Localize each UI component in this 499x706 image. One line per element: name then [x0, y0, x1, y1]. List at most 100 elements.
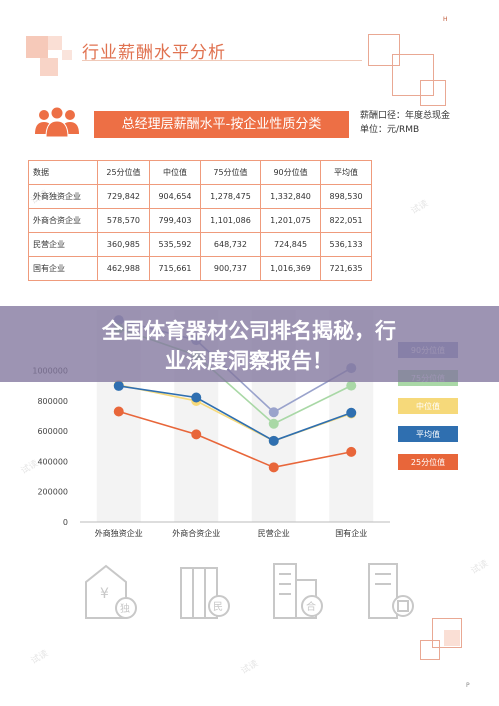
series-line: [118, 410, 352, 469]
decor-square: [26, 36, 48, 58]
watermark: 试读: [239, 658, 261, 677]
title-divider: [82, 60, 362, 61]
legend-swatch: [398, 426, 458, 442]
decor-square-outline: [432, 618, 462, 648]
decor-square-outline: [420, 80, 446, 106]
decor-square: [444, 630, 460, 646]
corner-mark-top: H: [443, 16, 448, 23]
private-building-icon: 合: [273, 563, 323, 619]
joint-venture-building-icon: 民: [180, 567, 230, 619]
x-tick-label: 外商独资企业: [95, 528, 143, 538]
table-cell-label: 外商合资企业: [28, 208, 98, 233]
table-header-row: 数据 25分位值 中位值 75分位值 90分位值 平均值: [28, 160, 372, 185]
table-row: 国有企业 462,988 715,661 900,737 1,016,369 7…: [28, 256, 372, 281]
x-tick-label: 民营企业: [258, 528, 290, 538]
table-header-cell: 75分位值: [199, 160, 262, 185]
table-cell: 1,332,840: [259, 184, 322, 209]
table-cell: 729,842: [96, 184, 151, 209]
decor-square: [62, 50, 72, 60]
corner-mark-bottom: P: [466, 682, 470, 689]
table-cell: 535,592: [149, 232, 201, 257]
table-cell: 578,570: [96, 208, 151, 233]
table-header-cell: 90分位值: [259, 160, 322, 185]
decor-square-outline: [392, 54, 434, 96]
pictogram-badge: 民: [213, 601, 223, 613]
table-header-cell: 平均值: [320, 160, 372, 185]
table-cell: 1,278,475: [199, 184, 262, 209]
table-cell: 724,845: [259, 232, 322, 257]
series-point: [113, 380, 124, 391]
table-row: 外商合资企业 578,570 799,403 1,101,086 1,201,0…: [28, 208, 372, 233]
series-point: [268, 418, 279, 429]
table-cell-label: 国有企业: [28, 256, 98, 281]
chart-banner: 总经理层薪酬水平-按企业性质分类: [94, 111, 349, 138]
section-title: 行业薪酬水平分析: [82, 43, 226, 63]
table-row: 外商独资企业 729,842 904,654 1,278,475 1,332,8…: [28, 184, 372, 209]
table-cell-label: 外商独资企业: [28, 184, 98, 209]
foreign-owned-building-icon: ¥ 独: [85, 564, 137, 619]
table-cell: 648,732: [199, 232, 262, 257]
table-cell-label: 民营企业: [28, 232, 98, 257]
table-cell: 360,985: [96, 232, 151, 257]
pictogram-badge: 合: [306, 600, 316, 613]
series-point: [268, 435, 279, 446]
table-cell: 721,635: [320, 256, 372, 281]
table-cell: 900,737: [199, 256, 262, 281]
y-tick-label: 0: [63, 518, 68, 527]
watermark: 试读: [469, 558, 491, 577]
series-point: [346, 446, 357, 457]
table-cell: 904,654: [149, 184, 201, 209]
table-cell: 822,051: [320, 208, 372, 233]
table-cell: 1,201,075: [259, 208, 322, 233]
series-point: [113, 406, 124, 417]
series-point: [191, 429, 202, 440]
y-tick-label: 800000: [37, 397, 68, 406]
decor-square: [40, 58, 58, 76]
table-row: 民营企业 360,985 535,592 648,732 724,845 536…: [28, 232, 372, 257]
table-cell: 536,133: [320, 232, 372, 257]
table-cell: 1,016,369: [259, 256, 322, 281]
series-point: [346, 407, 357, 418]
legend-label: 中位值: [416, 401, 440, 411]
legend-label: 平均值: [416, 429, 440, 439]
y-tick-label: 200000: [37, 488, 68, 497]
table-cell: 898,530: [320, 184, 372, 209]
people-group-icon: [35, 106, 79, 138]
unit-note-basis: 薪酬口径：年度总现金: [360, 111, 451, 121]
state-owned-building-icon: [368, 563, 414, 619]
series-point: [268, 407, 279, 418]
salary-table: 数据 25分位值 中位值 75分位值 90分位值 平均值 外商独资企业 729,…: [28, 160, 372, 281]
title-overlay: [0, 306, 499, 382]
series-line: [118, 384, 352, 442]
series-point: [191, 392, 202, 403]
overlay-title: 全国体育器材公司排名揭秘，行 业深度洞察报告！: [24, 316, 474, 376]
x-tick-label: 国有企业: [335, 528, 367, 538]
x-tick-label: 外商合资企业: [172, 528, 220, 538]
table-header-cell: 25分位值: [96, 160, 151, 185]
table-cell: 1,101,086: [199, 208, 262, 233]
table-header-cell: 数据: [28, 160, 98, 185]
table-cell: 462,988: [96, 256, 151, 281]
enterprise-pictograms: ¥ 独 民 合: [85, 563, 414, 619]
legend-swatch: [398, 398, 458, 414]
pictogram-badge: 独: [120, 602, 130, 615]
series-point: [346, 380, 357, 391]
series-line: [118, 385, 352, 442]
y-tick-label: 400000: [37, 457, 68, 466]
overlay-title-line2: 业深度洞察报告！: [165, 349, 333, 373]
unit-note-unit: 单位：元/RMB: [360, 125, 420, 135]
watermark: 试读: [409, 198, 431, 217]
overlay-title-line1: 全国体育器材公司排名揭秘，行: [102, 319, 396, 343]
legend-label: 25分位值: [411, 457, 445, 467]
decor-square: [48, 36, 62, 50]
decor-square-outline: [420, 640, 440, 660]
table-cell: 799,403: [149, 208, 201, 233]
watermark: 试读: [29, 648, 51, 667]
decor-square-outline: [368, 34, 400, 66]
y-tick-label: 600000: [37, 427, 68, 436]
legend-swatch: [398, 454, 458, 470]
table-header-cell: 中位值: [149, 160, 201, 185]
table-cell: 715,661: [149, 256, 201, 281]
pictogram-symbol: ¥: [100, 586, 109, 602]
